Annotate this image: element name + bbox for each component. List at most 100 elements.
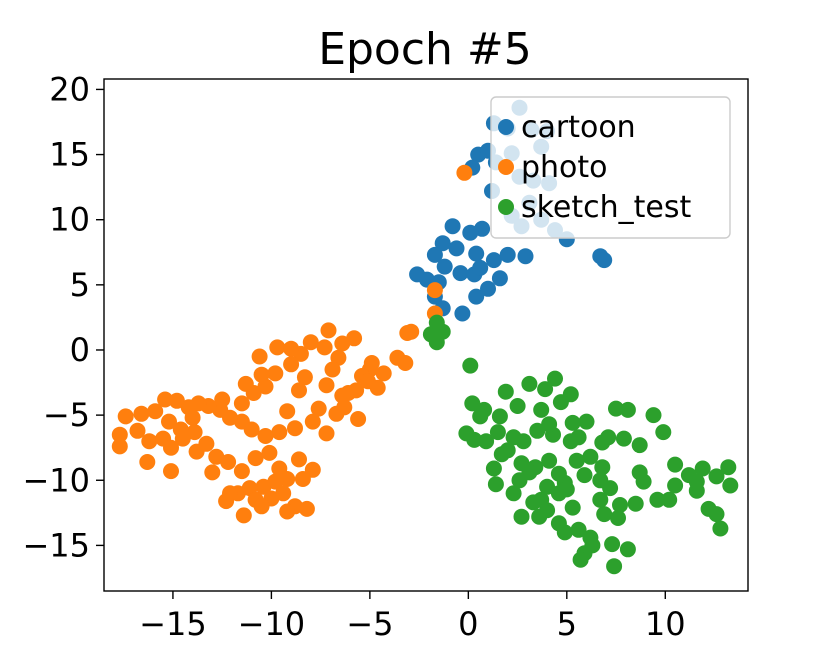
cartoon-point	[517, 248, 534, 265]
sketch-test-point	[627, 495, 644, 512]
y-tick-label: 10	[49, 201, 90, 239]
sketch-test-point	[493, 446, 510, 463]
sketch-test-point	[497, 383, 514, 400]
sketch-test-point	[568, 452, 585, 469]
sketch-test-point	[564, 499, 581, 516]
sketch-test-point	[612, 497, 628, 513]
photo-point	[139, 454, 156, 470]
sketch-test-point	[592, 491, 609, 508]
sketch-test-point	[594, 459, 611, 476]
sketch-test-point	[491, 408, 508, 425]
sketch-test-point	[537, 381, 554, 398]
sketch-test-point	[564, 414, 581, 431]
sketch-test-point	[533, 401, 550, 418]
sketch-test-point	[619, 401, 636, 418]
photo-point	[233, 463, 250, 480]
photo-point	[129, 422, 146, 439]
photo-point	[291, 382, 307, 399]
photo-point	[163, 439, 179, 456]
cartoon-point	[434, 235, 451, 252]
cartoon-point	[462, 224, 479, 241]
sketch-test-point	[487, 476, 504, 493]
photo-point	[267, 365, 284, 382]
sketch-test-point	[592, 472, 609, 489]
cartoon-point	[499, 246, 516, 263]
photo-point	[328, 405, 345, 422]
photo-point	[161, 413, 177, 430]
sketch-test-point	[667, 477, 684, 494]
photo-point	[147, 403, 164, 420]
legend-label-sketch-test: sketch_test	[521, 190, 692, 225]
sketch-test-point	[539, 478, 556, 495]
photo-point	[253, 366, 270, 383]
photo-point	[204, 464, 221, 481]
cartoon-point	[480, 280, 496, 297]
sketch-test-point	[570, 521, 587, 538]
cartoon-point	[454, 305, 471, 322]
sketch-test-point	[667, 456, 684, 473]
sketch-test-point	[645, 407, 662, 424]
legend-box	[490, 96, 731, 239]
cartoon-point	[468, 245, 485, 262]
sketch-test-point	[489, 424, 506, 441]
y-tick-label: 15	[49, 136, 90, 174]
photo-point	[218, 493, 235, 510]
photo-point	[279, 471, 296, 487]
plot-frame	[103, 78, 749, 592]
sketch-test-point	[485, 460, 502, 477]
photo-point	[188, 443, 205, 460]
sketch-test-point	[547, 370, 563, 387]
sketch-test-point	[720, 459, 737, 476]
y-tick-label: −10	[22, 461, 90, 499]
y-tick-label: 5	[70, 266, 90, 304]
sketch-test-point	[688, 482, 705, 499]
sketch-test-point	[615, 430, 632, 447]
sketch-test-point	[610, 510, 626, 526]
photo-point	[255, 478, 272, 495]
sketch-test-point	[552, 394, 569, 411]
sketch-test-point	[462, 357, 479, 374]
sketch-test-point	[582, 448, 599, 465]
photo-point	[157, 391, 174, 408]
sketch-test-point	[509, 398, 526, 414]
sketch-test-point	[694, 460, 711, 477]
photo-point	[184, 409, 201, 426]
sketch-test-point	[619, 541, 636, 558]
chart-title: Epoch #5	[318, 24, 532, 75]
sketch-test-point	[505, 485, 522, 502]
x-tick-label: 0	[458, 605, 478, 643]
photo-point	[318, 377, 335, 394]
photo-point	[302, 334, 319, 351]
sketch-test-point	[600, 429, 617, 446]
sketch-test-point	[558, 481, 575, 498]
legend-label-cartoon: cartoon	[521, 110, 636, 145]
photo-point	[375, 365, 392, 382]
x-tick-label: −10	[238, 605, 306, 643]
photo-point	[111, 438, 128, 455]
cartoon-point	[444, 218, 461, 235]
sketch-test-point	[525, 494, 542, 511]
photo-point	[283, 356, 300, 373]
sketch-test-point	[576, 467, 593, 484]
photo-point	[163, 463, 179, 480]
sketch-test-point	[466, 431, 483, 448]
sketch-test-point	[722, 477, 739, 494]
photo-point	[279, 503, 296, 520]
photo-point	[117, 408, 134, 425]
photo-point	[334, 335, 351, 352]
photo-point	[141, 433, 158, 450]
sketch-test-point	[515, 433, 532, 450]
sketch-test-point	[511, 472, 528, 489]
photo-point	[316, 339, 333, 356]
photo-point	[269, 339, 286, 356]
cartoon-point	[426, 246, 443, 263]
cartoon-point	[452, 265, 469, 282]
sketch-test-point	[422, 326, 439, 343]
photo-point	[304, 413, 321, 430]
sketch-test-point	[655, 424, 672, 441]
photo-point	[359, 373, 376, 390]
sketch-test-point	[596, 506, 613, 523]
photo-point	[363, 355, 380, 371]
legend: cartoon photo sketch_test	[490, 96, 731, 239]
